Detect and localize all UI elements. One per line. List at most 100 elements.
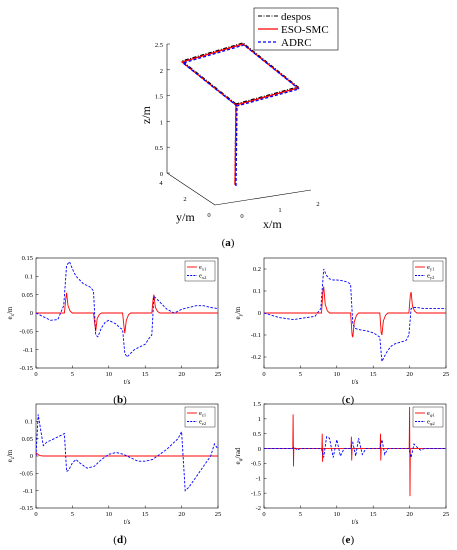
y-tick-label: -0.15: [19, 365, 33, 372]
y-tick-label: 0.1: [253, 288, 261, 295]
x-tick-label: 0: [34, 511, 37, 518]
y-axis-line: [166, 172, 216, 206]
y-axis-label: eφ/rad: [234, 447, 244, 464]
x-tick-label: 25: [215, 511, 222, 518]
legend-box: [184, 406, 216, 428]
x-tick-label: 20: [178, 511, 185, 518]
y-tick-label: 0.1: [25, 274, 33, 281]
x-tick-label: 2: [316, 201, 319, 208]
trajectory-adrc: [181, 44, 301, 187]
series-line-e-phi2: [264, 436, 446, 458]
x-tick-label: 0: [262, 371, 265, 378]
legend-label: ex2: [199, 273, 206, 281]
y-tick-label: -0.1: [23, 347, 33, 354]
legend-label: ex1: [199, 264, 206, 272]
y-tick-label: 2: [183, 196, 186, 203]
z-axis-label: z/m: [139, 105, 153, 124]
legend-box: [184, 260, 216, 282]
x-tick-label: 0: [262, 511, 265, 518]
y-tick-label: -0.2: [251, 354, 261, 361]
y-tick-label: -0.1: [251, 332, 261, 339]
legend-label: ez1: [199, 410, 206, 418]
y-tick-label: 0.2: [253, 266, 261, 273]
x-tick-label: 15: [142, 371, 149, 378]
y-tick-label: -2: [256, 505, 261, 512]
y-tick-label: 0: [30, 310, 33, 317]
x-tick-label: 0: [34, 371, 37, 378]
x-axis-label: t/s: [124, 378, 131, 386]
panel-label-a: (a): [222, 237, 235, 249]
series-line-e-z2: [36, 414, 218, 492]
z-tick-label: 2.5: [155, 42, 163, 49]
y-tick-label: 0.05: [22, 292, 33, 299]
z-tick-label: 0: [160, 171, 163, 178]
panel-label-c: (c): [342, 394, 355, 406]
trajectory-despos: [180, 42, 300, 185]
x-axis-line: [214, 189, 312, 206]
y-tick-label: 1: [258, 416, 261, 423]
y-tick-label: -1.5: [251, 490, 261, 497]
legend-box: [412, 406, 444, 428]
panel-b-ex-error-plot: 0 5 10 15 20 25 -0.15 -0.1 -0.05 0 0.05 0.1 0.15 t/s e…: [6, 255, 221, 386]
series-line-e-x2: [36, 260, 218, 358]
x-axis-label: t/s: [352, 378, 359, 386]
x-tick-label: 25: [443, 511, 450, 518]
x-tick-label: 10: [334, 371, 341, 378]
x-tick-label: 5: [299, 371, 302, 378]
y-tick-label: -0.15: [19, 505, 33, 512]
y-axis-label: y/m: [176, 210, 195, 224]
panel-label-e: (e): [342, 534, 355, 546]
legend-label: eφ2: [427, 419, 435, 427]
panel-a-3d-plot: 0 0.5 1 1.5 2 2.5 0 2 4 0 1 2 z/m y/m x/m despos …: [139, 7, 339, 249]
y-tick-label: -0.1: [23, 488, 33, 495]
y-tick-label: 0.05: [22, 436, 33, 443]
legend-label: ey1: [427, 264, 434, 272]
x-tick-labels: 0 1 2: [240, 201, 319, 220]
y-tick-label: -0.05: [19, 471, 33, 478]
legend: despos ESO-SMC ADRC: [253, 7, 339, 51]
y-axis-label: ez/m: [6, 449, 16, 462]
y-tick-label: 0: [258, 446, 261, 453]
x-tick-label: 15: [370, 511, 377, 518]
y-tick-label: -0.5: [251, 461, 261, 468]
series-line-e-z1: [36, 452, 218, 457]
legend-box: [412, 260, 444, 282]
y-axis-label: ey/m: [234, 306, 244, 320]
y-tick-label: 1.5: [253, 401, 261, 408]
x-tick-label: 20: [178, 371, 185, 378]
y-tick-label: 0.5: [253, 431, 261, 438]
trajectory-eso-smc: [180, 43, 300, 186]
legend-label: eφ1: [427, 410, 435, 418]
x-tick-label: 1: [278, 207, 281, 214]
legend-label-despos: despos: [281, 11, 311, 23]
y-tick-label: 0: [30, 453, 33, 460]
y-tick-label: 0.15: [22, 255, 33, 262]
x-axis-label: t/s: [124, 518, 131, 526]
y-tick-label: -0.05: [19, 329, 33, 336]
x-tick-label: 10: [106, 371, 113, 378]
x-tick-label: 5: [71, 371, 74, 378]
x-axis-label: x/m: [263, 217, 282, 231]
panel-d-ez-error-plot: 0 5 10 15 20 25 -0.15 -0.1 -0.05 0 0.05 0.1 t/s ez/m e…: [6, 403, 222, 526]
x-tick-label: 25: [215, 371, 222, 378]
x-tick-label: 15: [370, 371, 377, 378]
x-tick-label: 20: [406, 511, 413, 518]
series-line-e-y1: [264, 286, 446, 338]
series-line-e-x1: [36, 292, 218, 334]
z-tick-label: 1.5: [155, 94, 163, 101]
x-axis-label: t/s: [352, 518, 359, 526]
legend-label: ez2: [199, 419, 206, 427]
y-axis-label: ex/m: [6, 306, 16, 320]
y-tick-label: -1: [256, 475, 261, 482]
x-tick-label: 5: [299, 511, 302, 518]
z-tick-label: 0.5: [155, 145, 163, 152]
z-tick-label: 1: [160, 119, 163, 126]
z-tick-labels: 0 0.5 1 1.5 2 2.5: [155, 42, 170, 178]
series-line-e-y2: [264, 268, 446, 364]
y-tick-labels: 0 2 4: [159, 180, 210, 219]
y-tick-label: 0: [258, 310, 261, 317]
x-tick-label: 25: [443, 371, 450, 378]
panel-label-b: (b): [113, 394, 127, 406]
x-tick-label: 10: [334, 511, 341, 518]
